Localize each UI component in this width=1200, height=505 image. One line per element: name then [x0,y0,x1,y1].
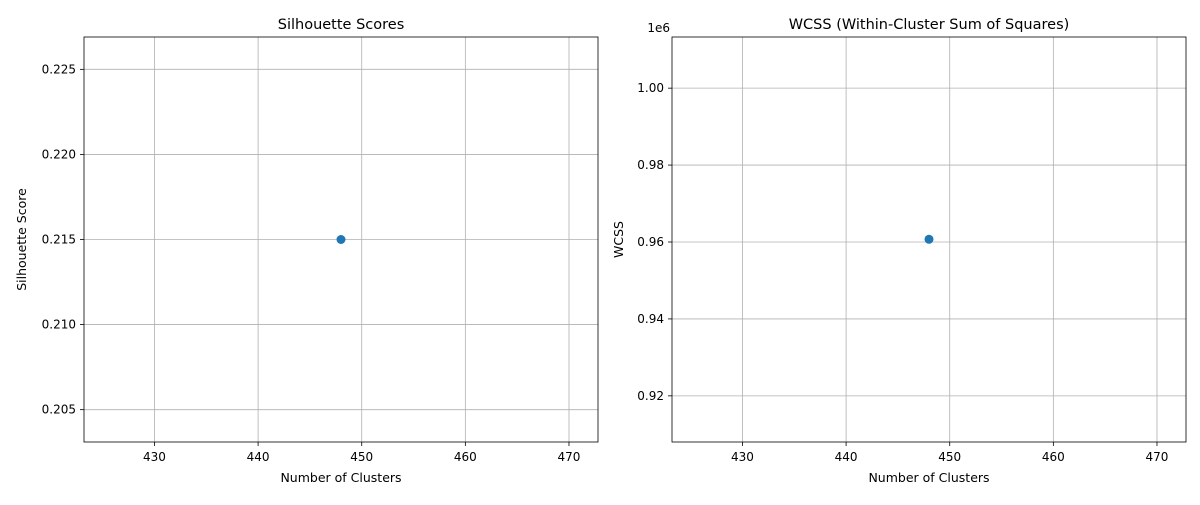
silhouette-data-point [336,235,346,244]
wcss-y-axis-label: WCSS [611,221,626,258]
wcss-x-tick-label: 460 [1042,450,1065,464]
wcss-y-tick-label: 1.00 [637,81,664,95]
silhouette-x-tick-label: 440 [247,450,270,464]
silhouette-y-tick-label: 0.225 [42,62,76,76]
silhouette-y-tick-label: 0.210 [42,318,76,332]
wcss-x-axis-label: Number of Clusters [868,470,989,485]
silhouette-x-tick-label: 450 [350,450,373,464]
wcss-x-tick-label: 440 [835,450,858,464]
wcss-y-offset-text: 1e6 [647,21,670,35]
silhouette-y-axis-label: Silhouette Score [14,188,29,291]
wcss-y-tick-label: 0.98 [637,158,664,172]
silhouette-y-tick-label: 0.220 [42,147,76,161]
wcss-x-tick-label: 470 [1146,450,1169,464]
wcss-x-tick-label: 430 [731,450,754,464]
silhouette-y-tick-label: 0.215 [42,233,76,247]
silhouette-x-tick-label: 430 [143,450,166,464]
wcss-axes-frame [671,36,1187,443]
silhouette-y-tick-label: 0.205 [42,403,76,417]
wcss-y-tick-label: 0.92 [637,389,664,403]
wcss-data-point [924,234,934,244]
silhouette-x-tick-label: 460 [454,450,477,464]
wcss-chart: 430 440 450 460 470 0.92 0.94 0.96 0.98 1.00 1e6 WC… [611,17,1187,485]
wcss-y-tick-label: 0.96 [637,235,664,249]
wcss-x-tick-label: 450 [938,450,961,464]
wcss-chart-title: WCSS (Within-Cluster Sum of Squares) [789,17,1070,33]
wcss-y-tick-label: 0.94 [637,312,664,326]
silhouette-chart: 430 440 450 460 470 0.205 0.210 0.215 0.220 0.225… [14,17,599,485]
silhouette-x-axis-label: Number of Clusters [280,470,401,485]
silhouette-chart-title: Silhouette Scores [278,17,405,33]
silhouette-x-tick-label: 470 [558,450,581,464]
